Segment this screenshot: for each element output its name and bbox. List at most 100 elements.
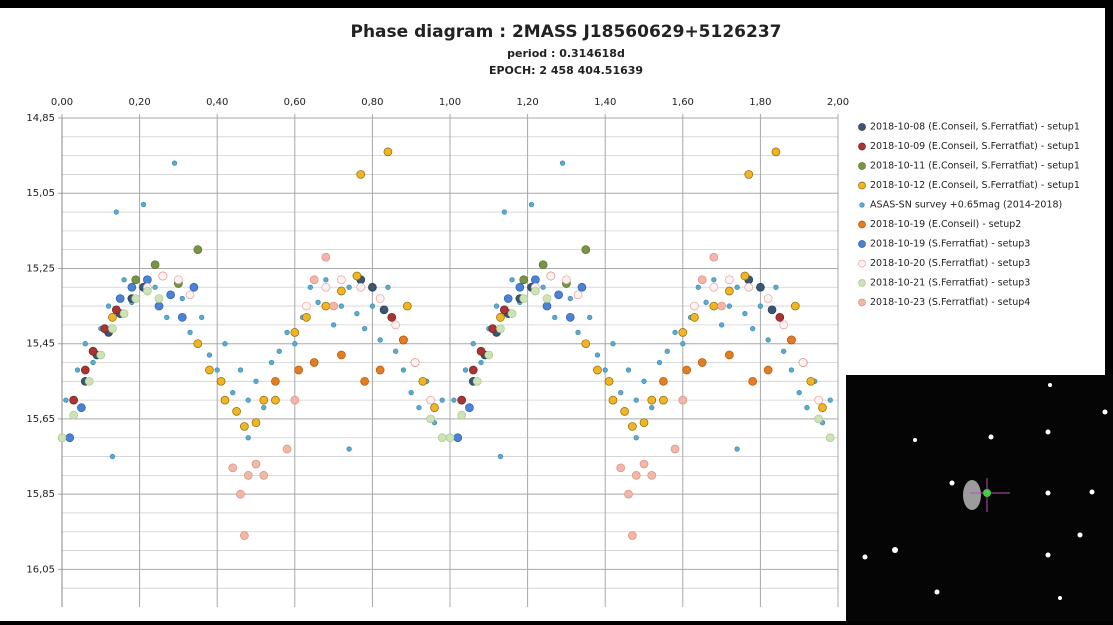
data-point bbox=[131, 275, 141, 285]
data-point bbox=[542, 301, 552, 311]
data-point bbox=[625, 367, 632, 373]
data-point bbox=[796, 389, 802, 396]
legend-label: 2018-10-20 (S.Ferratfiat) - setup3 bbox=[870, 258, 1030, 269]
legend-marker bbox=[858, 240, 866, 248]
data-point bbox=[468, 365, 478, 375]
data-point bbox=[375, 294, 385, 303]
data-point bbox=[519, 294, 529, 303]
legend-label: 2018-10-09 (E.Conseil, S.Ferratfiat) - s… bbox=[870, 141, 1080, 152]
subtitle: EPOCH: 2 458 404.51639 bbox=[489, 64, 643, 77]
data-point bbox=[744, 170, 754, 179]
x-tick-label: 1,00 bbox=[439, 97, 461, 108]
data-point bbox=[259, 470, 269, 480]
data-point bbox=[476, 346, 486, 356]
data-point bbox=[383, 147, 393, 157]
x-tick-label: 1,40 bbox=[594, 97, 616, 108]
data-point bbox=[402, 301, 412, 311]
data-point bbox=[439, 397, 445, 403]
data-point bbox=[187, 329, 193, 336]
data-point bbox=[726, 303, 733, 309]
legend-label: 2018-10-23 (S.Ferratfiat) - setup4 bbox=[870, 297, 1030, 308]
data-point bbox=[410, 358, 420, 367]
data-point bbox=[302, 313, 311, 322]
y-tick-label: 15,65 bbox=[26, 414, 55, 425]
data-point bbox=[546, 271, 556, 281]
data-point bbox=[143, 286, 152, 296]
data-point bbox=[678, 328, 688, 337]
y-tick-label: 15,85 bbox=[26, 489, 55, 500]
data-point bbox=[503, 294, 513, 303]
data-point bbox=[773, 284, 779, 290]
data-point bbox=[164, 314, 170, 321]
data-point bbox=[237, 367, 244, 373]
legend-label: 2018-10-19 (E.Conseil) - setup2 bbox=[870, 219, 1021, 230]
data-point bbox=[77, 403, 86, 412]
data-point bbox=[416, 404, 422, 411]
data-point bbox=[779, 320, 789, 330]
legend-label: 2018-10-12 (E.Conseil, S.Ferratfiat) - s… bbox=[870, 180, 1080, 191]
data-point bbox=[519, 275, 529, 285]
data-point bbox=[177, 313, 187, 322]
data-point bbox=[346, 284, 352, 290]
data-point bbox=[121, 277, 127, 283]
legend-marker bbox=[858, 298, 866, 307]
data-point bbox=[493, 303, 500, 309]
data-point bbox=[670, 444, 680, 454]
data-point bbox=[391, 320, 401, 330]
data-point bbox=[115, 294, 125, 303]
data-point bbox=[240, 422, 249, 431]
data-point bbox=[565, 313, 575, 322]
data-point bbox=[618, 389, 624, 396]
data-point bbox=[80, 365, 90, 375]
y-tick-label: 15,05 bbox=[26, 188, 55, 199]
data-point bbox=[631, 470, 641, 480]
data-point bbox=[697, 275, 707, 285]
data-point bbox=[484, 350, 494, 360]
data-point bbox=[814, 414, 823, 424]
data-point bbox=[292, 341, 298, 347]
data-point bbox=[393, 348, 399, 354]
data-point bbox=[271, 395, 280, 405]
data-point bbox=[69, 410, 78, 420]
data-point bbox=[616, 463, 626, 473]
chart-title: Phase diagram : 2MASS J18560629+5126237 bbox=[351, 22, 782, 42]
star-image bbox=[846, 375, 1113, 621]
legend-marker bbox=[858, 162, 866, 170]
data-point bbox=[709, 282, 719, 292]
y-tick-label: 15,45 bbox=[26, 339, 55, 350]
data-point bbox=[672, 329, 678, 336]
data-point bbox=[228, 463, 238, 473]
data-point bbox=[496, 313, 505, 322]
legend-marker bbox=[859, 202, 865, 208]
data-point bbox=[245, 397, 251, 403]
legend-label: 2018-10-08 (E.Conseil, S.Ferratfiat) - s… bbox=[870, 122, 1080, 133]
x-tick-label: 1,20 bbox=[516, 97, 538, 108]
data-point bbox=[185, 290, 195, 300]
data-point bbox=[271, 376, 280, 386]
data-point bbox=[639, 418, 649, 428]
legend-marker bbox=[858, 279, 866, 287]
data-point bbox=[65, 433, 75, 443]
data-point bbox=[127, 282, 137, 292]
data-point bbox=[360, 376, 369, 386]
data-point bbox=[354, 310, 360, 317]
data-point bbox=[697, 358, 707, 367]
data-point bbox=[748, 376, 757, 386]
data-point bbox=[323, 277, 329, 283]
data-point bbox=[472, 376, 482, 386]
data-point bbox=[682, 365, 692, 375]
data-point bbox=[108, 313, 117, 322]
data-point bbox=[577, 282, 587, 292]
x-tick-label: 2,00 bbox=[827, 97, 849, 108]
data-point bbox=[608, 395, 618, 405]
data-point bbox=[268, 359, 275, 366]
data-point bbox=[309, 358, 319, 367]
data-point bbox=[470, 341, 476, 347]
data-point bbox=[230, 389, 236, 396]
data-point bbox=[426, 395, 435, 405]
data-point bbox=[639, 459, 649, 469]
data-point bbox=[74, 367, 81, 373]
data-point bbox=[757, 303, 764, 309]
data-point bbox=[356, 170, 366, 179]
data-point bbox=[567, 295, 573, 302]
